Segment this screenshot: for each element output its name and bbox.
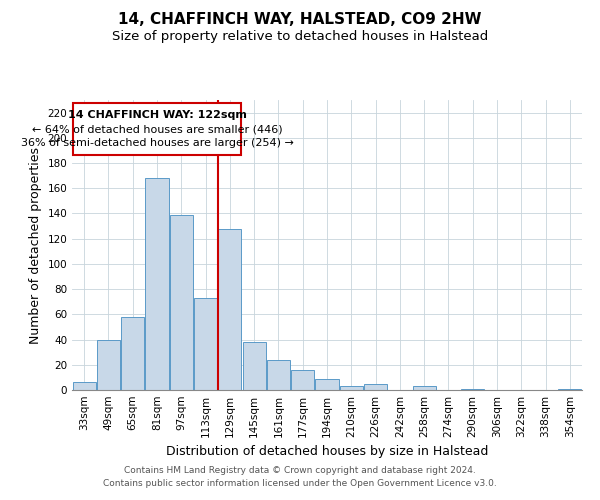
Bar [242,342,266,390]
Text: 14, CHAFFINCH WAY, HALSTEAD, CO9 2HW: 14, CHAFFINCH WAY, HALSTEAD, CO9 2HW [118,12,482,28]
Bar [291,370,314,390]
Text: Size of property relative to detached houses in Halstead: Size of property relative to detached ho… [112,30,488,43]
FancyBboxPatch shape [73,102,241,156]
Text: 14 CHAFFINCH WAY: 122sqm: 14 CHAFFINCH WAY: 122sqm [68,110,247,120]
Bar [364,384,387,390]
Bar [170,214,193,390]
Bar [316,378,338,390]
Bar [121,317,144,390]
Bar [73,382,95,390]
Bar [413,386,436,390]
Bar [145,178,169,390]
Bar [267,360,290,390]
Text: ← 64% of detached houses are smaller (446): ← 64% of detached houses are smaller (44… [32,124,283,134]
Text: 36% of semi-detached houses are larger (254) →: 36% of semi-detached houses are larger (… [20,138,293,148]
Bar [559,388,581,390]
Bar [461,388,484,390]
Bar [97,340,120,390]
Text: Contains HM Land Registry data © Crown copyright and database right 2024.
Contai: Contains HM Land Registry data © Crown c… [103,466,497,487]
Bar [194,298,217,390]
X-axis label: Distribution of detached houses by size in Halstead: Distribution of detached houses by size … [166,446,488,458]
Bar [340,386,363,390]
Y-axis label: Number of detached properties: Number of detached properties [29,146,42,344]
Bar [218,228,241,390]
